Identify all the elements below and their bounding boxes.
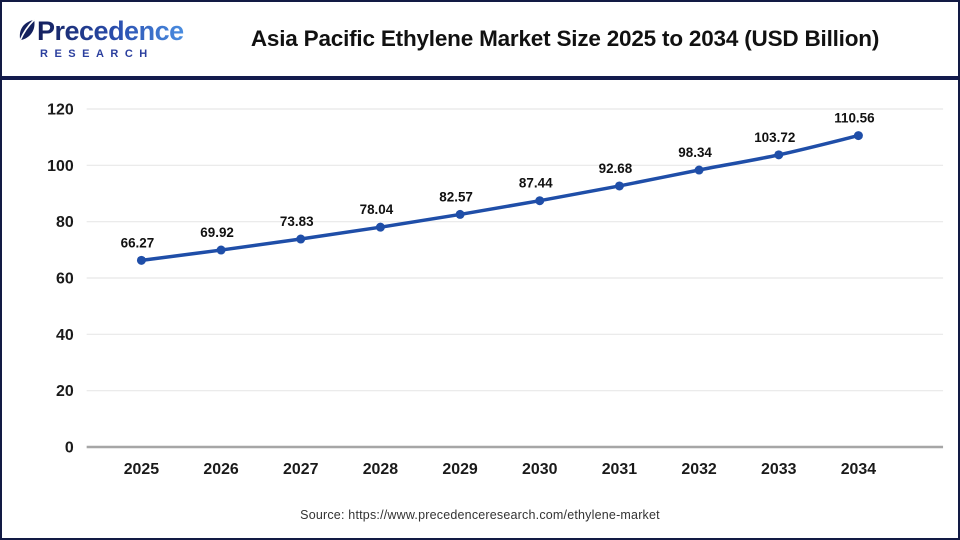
- data-point-label: 87.44: [519, 176, 553, 191]
- x-tick-label: 2030: [522, 461, 558, 478]
- data-point-label: 78.04: [360, 202, 394, 217]
- data-point-label: 92.68: [599, 161, 633, 176]
- data-point-label: 82.57: [439, 189, 473, 204]
- y-tick-label: 40: [56, 327, 74, 344]
- data-point-label: 66.27: [121, 235, 155, 250]
- x-tick-label: 2029: [442, 461, 478, 478]
- data-point: [535, 196, 545, 206]
- x-tick-label: 2027: [283, 461, 319, 478]
- data-point: [853, 131, 863, 141]
- x-tick-label: 2033: [761, 461, 797, 478]
- footer: Source: https://www.precedenceresearch.c…: [2, 492, 958, 538]
- header: Precedence RESEARCH Asia Pacific Ethylen…: [2, 2, 958, 80]
- data-point-label: 103.72: [754, 130, 795, 145]
- x-tick-label: 2031: [602, 461, 638, 478]
- x-tick-label: 2028: [363, 461, 399, 478]
- leaf-icon: [18, 19, 36, 46]
- x-tick-label: 2025: [124, 461, 160, 478]
- data-point-label: 110.56: [834, 111, 874, 126]
- data-point-label: 69.92: [200, 225, 234, 240]
- precedence-research-logo: Precedence RESEARCH: [18, 18, 196, 60]
- data-point: [375, 222, 385, 232]
- y-tick-label: 100: [47, 158, 74, 175]
- chart-title: Asia Pacific Ethylene Market Size 2025 t…: [250, 26, 880, 51]
- trend-line: [139, 133, 861, 263]
- y-tick-label: 120: [47, 101, 74, 118]
- data-point: [136, 255, 146, 265]
- data-point: [296, 234, 306, 244]
- logo-wordmark: Precedence: [37, 16, 184, 46]
- data-point: [614, 181, 624, 191]
- data-point-label: 73.83: [280, 214, 314, 229]
- source-link-text[interactable]: Source: https://www.precedenceresearch.c…: [300, 508, 660, 522]
- data-point: [694, 165, 704, 175]
- y-tick-label: 80: [56, 214, 74, 231]
- data-point: [216, 245, 226, 255]
- y-tick-label: 0: [65, 439, 74, 456]
- logo-subtitle: RESEARCH: [40, 48, 154, 60]
- y-tick-label: 60: [56, 270, 74, 287]
- y-tick-label: 20: [56, 383, 74, 400]
- data-point-label: 98.34: [678, 145, 712, 160]
- data-point: [455, 209, 465, 219]
- data-point: [774, 150, 784, 160]
- x-tick-label: 2026: [203, 461, 239, 478]
- x-tick-label: 2032: [681, 461, 717, 478]
- chart-area: 0 20 40 60 80 100 120 2025 2026 2027 2028 2029 2030 2…: [2, 80, 958, 492]
- x-tick-label: 2034: [841, 461, 877, 478]
- line-chart: 0 20 40 60 80 100 120 2025 2026 2027 2028 2029 2030 2…: [47, 101, 944, 478]
